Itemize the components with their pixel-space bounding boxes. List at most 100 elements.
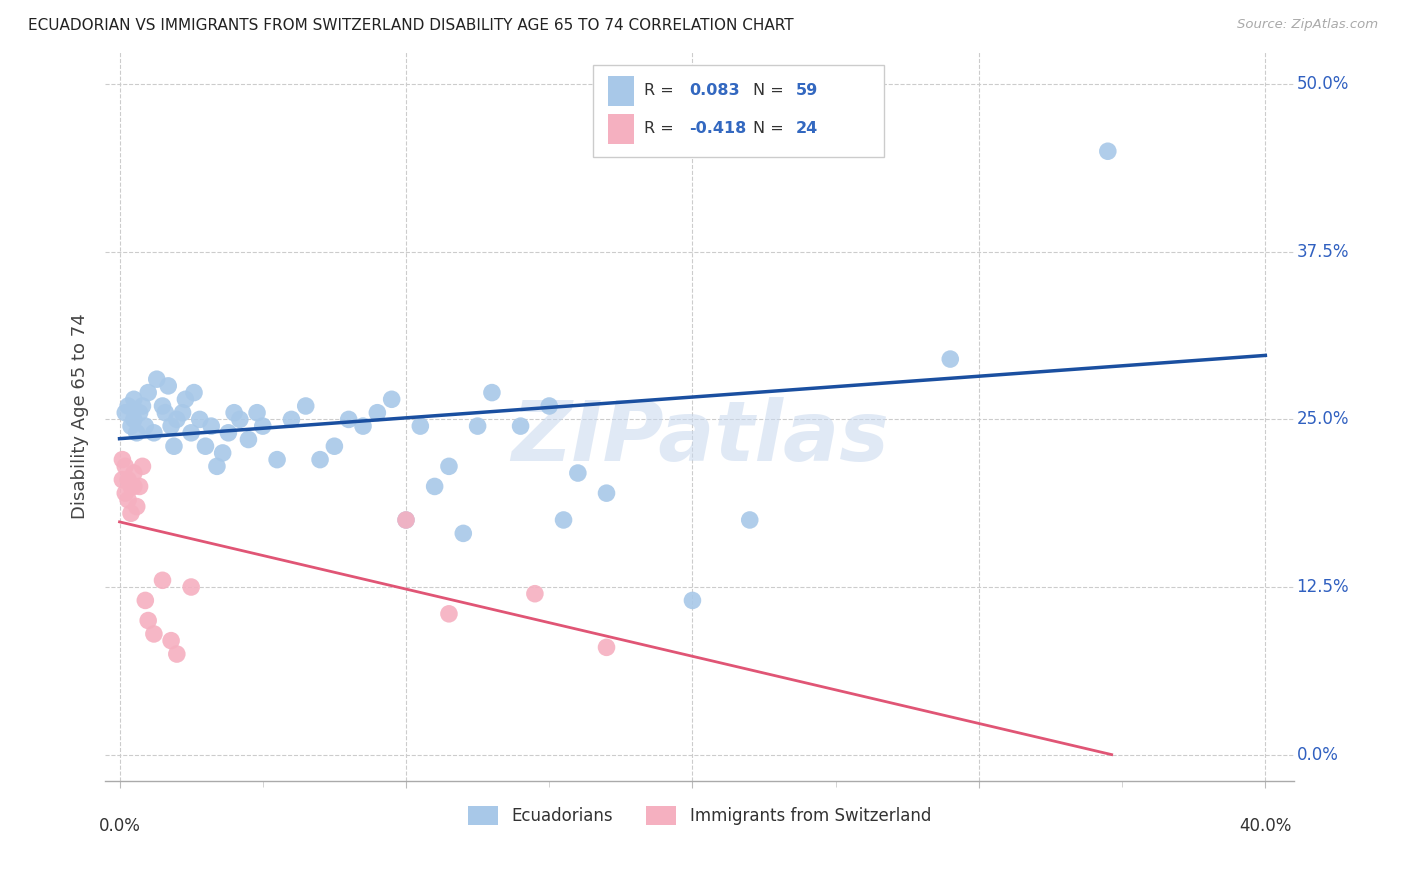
- FancyBboxPatch shape: [607, 76, 634, 106]
- Point: [122, 466, 145, 480]
- Point: [437, 607, 460, 621]
- Text: 0.0%: 0.0%: [98, 816, 141, 835]
- Text: R =: R =: [644, 83, 679, 98]
- Text: 24: 24: [796, 121, 818, 136]
- Point: [152, 574, 174, 588]
- Text: 37.5%: 37.5%: [1296, 243, 1348, 260]
- Point: [117, 492, 139, 507]
- Point: [131, 399, 153, 413]
- Text: 50.0%: 50.0%: [1296, 75, 1348, 93]
- Point: [409, 419, 432, 434]
- FancyBboxPatch shape: [607, 113, 634, 145]
- Point: [157, 379, 180, 393]
- Point: [481, 385, 503, 400]
- Text: Source: ZipAtlas.com: Source: ZipAtlas.com: [1237, 18, 1378, 31]
- Text: ZIPatlas: ZIPatlas: [510, 398, 889, 478]
- Text: R =: R =: [644, 121, 679, 136]
- Point: [200, 419, 222, 434]
- Point: [117, 399, 139, 413]
- Point: [146, 372, 169, 386]
- Legend: Ecuadorians, Immigrants from Switzerland: Ecuadorians, Immigrants from Switzerland: [461, 799, 938, 831]
- Point: [111, 452, 134, 467]
- Point: [136, 385, 159, 400]
- Point: [160, 633, 183, 648]
- Point: [309, 452, 332, 467]
- Point: [142, 425, 165, 440]
- Point: [738, 513, 761, 527]
- Point: [122, 412, 145, 426]
- Point: [280, 412, 302, 426]
- Point: [395, 513, 418, 527]
- Point: [188, 412, 211, 426]
- Point: [152, 399, 174, 413]
- Point: [939, 352, 962, 367]
- Point: [142, 627, 165, 641]
- Point: [337, 412, 360, 426]
- Text: -0.418: -0.418: [689, 121, 747, 136]
- Point: [509, 419, 531, 434]
- Point: [172, 406, 194, 420]
- Point: [211, 446, 233, 460]
- Point: [122, 392, 145, 407]
- Point: [125, 425, 148, 440]
- Point: [824, 103, 846, 118]
- Text: 59: 59: [796, 83, 818, 98]
- Point: [453, 526, 475, 541]
- Text: 0.083: 0.083: [689, 83, 740, 98]
- Point: [155, 406, 177, 420]
- Point: [117, 473, 139, 487]
- Point: [180, 580, 202, 594]
- Point: [125, 500, 148, 514]
- Point: [194, 439, 217, 453]
- Point: [252, 419, 274, 434]
- Point: [294, 399, 316, 413]
- Point: [553, 513, 575, 527]
- Point: [134, 593, 156, 607]
- Point: [381, 392, 404, 407]
- Point: [595, 640, 617, 655]
- Point: [180, 425, 202, 440]
- Point: [114, 486, 136, 500]
- Point: [246, 406, 269, 420]
- Point: [166, 412, 188, 426]
- Point: [131, 459, 153, 474]
- Point: [266, 452, 288, 467]
- Point: [217, 425, 239, 440]
- Point: [128, 406, 150, 420]
- Point: [1097, 145, 1119, 159]
- Point: [122, 479, 145, 493]
- Point: [229, 412, 252, 426]
- Point: [120, 479, 142, 493]
- Point: [224, 406, 246, 420]
- Text: ECUADORIAN VS IMMIGRANTS FROM SWITZERLAND DISABILITY AGE 65 TO 74 CORRELATION CH: ECUADORIAN VS IMMIGRANTS FROM SWITZERLAN…: [28, 18, 794, 33]
- FancyBboxPatch shape: [592, 65, 884, 157]
- Point: [114, 406, 136, 420]
- Text: 0.0%: 0.0%: [1296, 746, 1339, 764]
- Point: [136, 614, 159, 628]
- Point: [437, 459, 460, 474]
- Text: N =: N =: [754, 121, 789, 136]
- Point: [323, 439, 346, 453]
- Point: [160, 419, 183, 434]
- Point: [166, 647, 188, 661]
- Point: [395, 513, 418, 527]
- Point: [595, 486, 617, 500]
- Point: [120, 506, 142, 520]
- Text: N =: N =: [754, 83, 789, 98]
- Point: [120, 419, 142, 434]
- Point: [523, 587, 546, 601]
- Point: [681, 593, 703, 607]
- Text: 40.0%: 40.0%: [1239, 816, 1292, 835]
- Point: [183, 385, 205, 400]
- Point: [538, 399, 561, 413]
- Point: [423, 479, 446, 493]
- Text: 12.5%: 12.5%: [1296, 578, 1348, 596]
- Y-axis label: Disability Age 65 to 74: Disability Age 65 to 74: [72, 313, 89, 519]
- Point: [467, 419, 489, 434]
- Point: [352, 419, 374, 434]
- Point: [174, 392, 197, 407]
- Point: [163, 439, 186, 453]
- Point: [567, 466, 589, 480]
- Point: [128, 479, 150, 493]
- Point: [205, 459, 228, 474]
